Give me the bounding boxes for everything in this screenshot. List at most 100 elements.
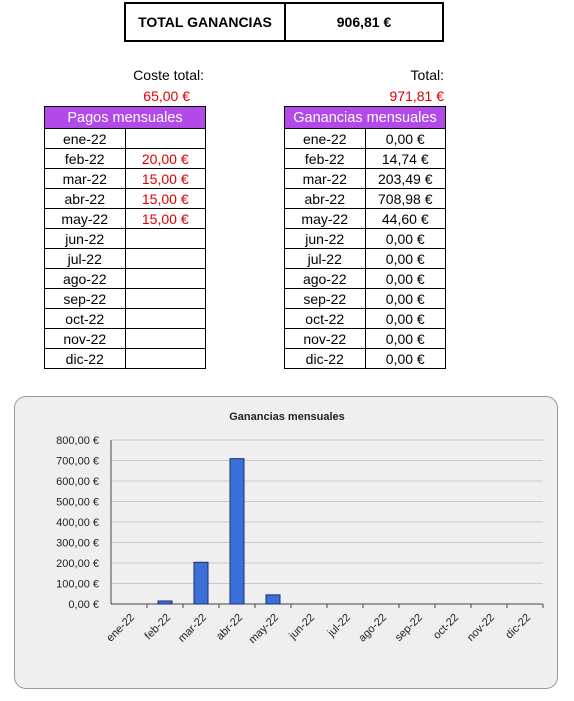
chart-title: Ganancias mensuales bbox=[229, 411, 345, 423]
month-cell: sep-22 bbox=[284, 288, 366, 309]
table-row: jun-22 bbox=[44, 228, 206, 249]
table-row: ago-22 bbox=[44, 268, 206, 289]
total-earnings-label: TOTAL GANANCIAS bbox=[126, 4, 286, 40]
monthly-payments-table: Pagos mensuales ene-22 feb-22 20,00 € mar-2… bbox=[44, 106, 206, 369]
month-cell: jul-22 bbox=[284, 248, 366, 269]
x-tick-label: nov-22 bbox=[465, 612, 497, 644]
bar bbox=[157, 600, 173, 605]
month-cell: oct-22 bbox=[284, 308, 366, 329]
month-cell: feb-22 bbox=[44, 148, 126, 169]
table-row: may-22 15,00 € bbox=[44, 208, 206, 229]
y-tick-label: 500,00 € bbox=[56, 497, 99, 509]
table-row: feb-22 14,74 € bbox=[284, 148, 446, 169]
table-row: sep-22 0,00 € bbox=[284, 288, 446, 309]
month-cell: feb-22 bbox=[284, 148, 366, 169]
table-row: abr-22 708,98 € bbox=[284, 188, 446, 209]
table-row: oct-22 0,00 € bbox=[284, 308, 446, 329]
amount-cell: 0,00 € bbox=[364, 328, 446, 349]
amount-cell bbox=[124, 328, 206, 349]
earnings-bar-chart: Ganancias mensuales 0,00 € 100,00 € 200,00 … bbox=[56, 411, 544, 646]
table-row: jun-22 0,00 € bbox=[284, 228, 446, 249]
monthly-earnings-header: Ganancias mensuales bbox=[284, 106, 446, 129]
amount-cell: 203,49 € bbox=[364, 168, 446, 189]
month-cell: ago-22 bbox=[284, 268, 366, 289]
amount-cell bbox=[124, 128, 206, 149]
month-cell: jul-22 bbox=[44, 248, 126, 269]
amount-cell bbox=[124, 308, 206, 329]
amount-cell: 20,00 € bbox=[124, 148, 206, 169]
amount-cell: 0,00 € bbox=[364, 228, 446, 249]
amount-cell: 0,00 € bbox=[364, 348, 446, 369]
month-cell: dic-22 bbox=[44, 348, 126, 369]
amount-cell: 0,00 € bbox=[364, 128, 446, 149]
y-tick-label: 100,00 € bbox=[56, 579, 99, 591]
table-row: mar-22 15,00 € bbox=[44, 168, 206, 189]
table-row: jul-22 0,00 € bbox=[284, 248, 446, 269]
x-tick-label: feb-22 bbox=[143, 612, 174, 643]
monthly-earnings-table: Ganancias mensuales ene-22 0,00 € feb-22 14… bbox=[284, 106, 446, 369]
amount-cell: 15,00 € bbox=[124, 208, 206, 229]
table-row: ene-22 0,00 € bbox=[284, 128, 446, 149]
earnings-total-value: 971,81 € bbox=[389, 88, 445, 104]
amount-cell: 44,60 € bbox=[364, 208, 446, 229]
earnings-total-caption: Total: bbox=[410, 67, 444, 83]
bar bbox=[193, 561, 209, 605]
month-cell: ene-22 bbox=[44, 128, 126, 149]
table-row: ene-22 bbox=[44, 128, 206, 149]
month-cell: mar-22 bbox=[44, 168, 126, 189]
y-tick-label: 600,00 € bbox=[56, 476, 99, 488]
table-row: mar-22 203,49 € bbox=[284, 168, 446, 189]
y-tick-label: 300,00 € bbox=[56, 538, 99, 550]
month-cell: ago-22 bbox=[44, 268, 126, 289]
x-tick-label: jun-22 bbox=[286, 612, 317, 643]
month-cell: abr-22 bbox=[284, 188, 366, 209]
table-row: jul-22 bbox=[44, 248, 206, 269]
y-tick-label: 700,00 € bbox=[56, 456, 99, 468]
cost-total-value: 65,00 € bbox=[143, 88, 190, 104]
month-cell: may-22 bbox=[284, 208, 366, 229]
monthly-payments-header: Pagos mensuales bbox=[44, 106, 206, 129]
x-tick-label: oct-22 bbox=[431, 612, 461, 642]
y-tick-label: 0,00 € bbox=[68, 599, 99, 611]
month-cell: nov-22 bbox=[44, 328, 126, 349]
table-row: may-22 44,60 € bbox=[284, 208, 446, 229]
total-earnings-value: 906,81 € bbox=[336, 14, 392, 30]
month-cell: oct-22 bbox=[44, 308, 126, 329]
month-cell: jun-22 bbox=[44, 228, 126, 249]
month-cell: mar-22 bbox=[284, 168, 366, 189]
amount-cell: 15,00 € bbox=[124, 188, 206, 209]
month-cell: nov-22 bbox=[284, 328, 366, 349]
table-row: dic-22 0,00 € bbox=[284, 348, 446, 369]
amount-cell: 708,98 € bbox=[364, 188, 446, 209]
total-earnings-box: TOTAL GANANCIAS 906,81 € bbox=[124, 2, 444, 42]
amount-cell: 14,74 € bbox=[364, 148, 446, 169]
amount-cell: 15,00 € bbox=[124, 168, 206, 189]
amount-cell: 0,00 € bbox=[364, 288, 446, 309]
table-row: ago-22 0,00 € bbox=[284, 268, 446, 289]
x-tick-label: dic-22 bbox=[503, 612, 533, 642]
amount-cell: 0,00 € bbox=[364, 308, 446, 329]
table-row: feb-22 20,00 € bbox=[44, 148, 206, 169]
x-tick-label: may-22 bbox=[247, 612, 281, 646]
amount-cell: 0,00 € bbox=[364, 248, 446, 269]
month-cell: ene-22 bbox=[284, 128, 366, 149]
amount-cell bbox=[124, 288, 206, 309]
x-tick-label: abr-22 bbox=[214, 612, 245, 643]
amount-cell: 0,00 € bbox=[364, 268, 446, 289]
month-cell: sep-22 bbox=[44, 288, 126, 309]
table-row: nov-22 bbox=[44, 328, 206, 349]
amount-cell bbox=[124, 348, 206, 369]
x-tick-label: ene-22 bbox=[104, 612, 137, 645]
x-tick-label: ago-22 bbox=[356, 612, 389, 645]
amount-cell bbox=[124, 268, 206, 289]
table-row: sep-22 bbox=[44, 288, 206, 309]
x-tick-label: jul-22 bbox=[325, 612, 353, 640]
month-cell: may-22 bbox=[44, 208, 126, 229]
bar bbox=[229, 458, 245, 605]
bar bbox=[265, 594, 281, 605]
month-cell: abr-22 bbox=[44, 188, 126, 209]
table-row: dic-22 bbox=[44, 348, 206, 369]
y-tick-label: 400,00 € bbox=[56, 517, 99, 529]
amount-cell bbox=[124, 228, 206, 249]
y-tick-label: 200,00 € bbox=[56, 558, 99, 570]
